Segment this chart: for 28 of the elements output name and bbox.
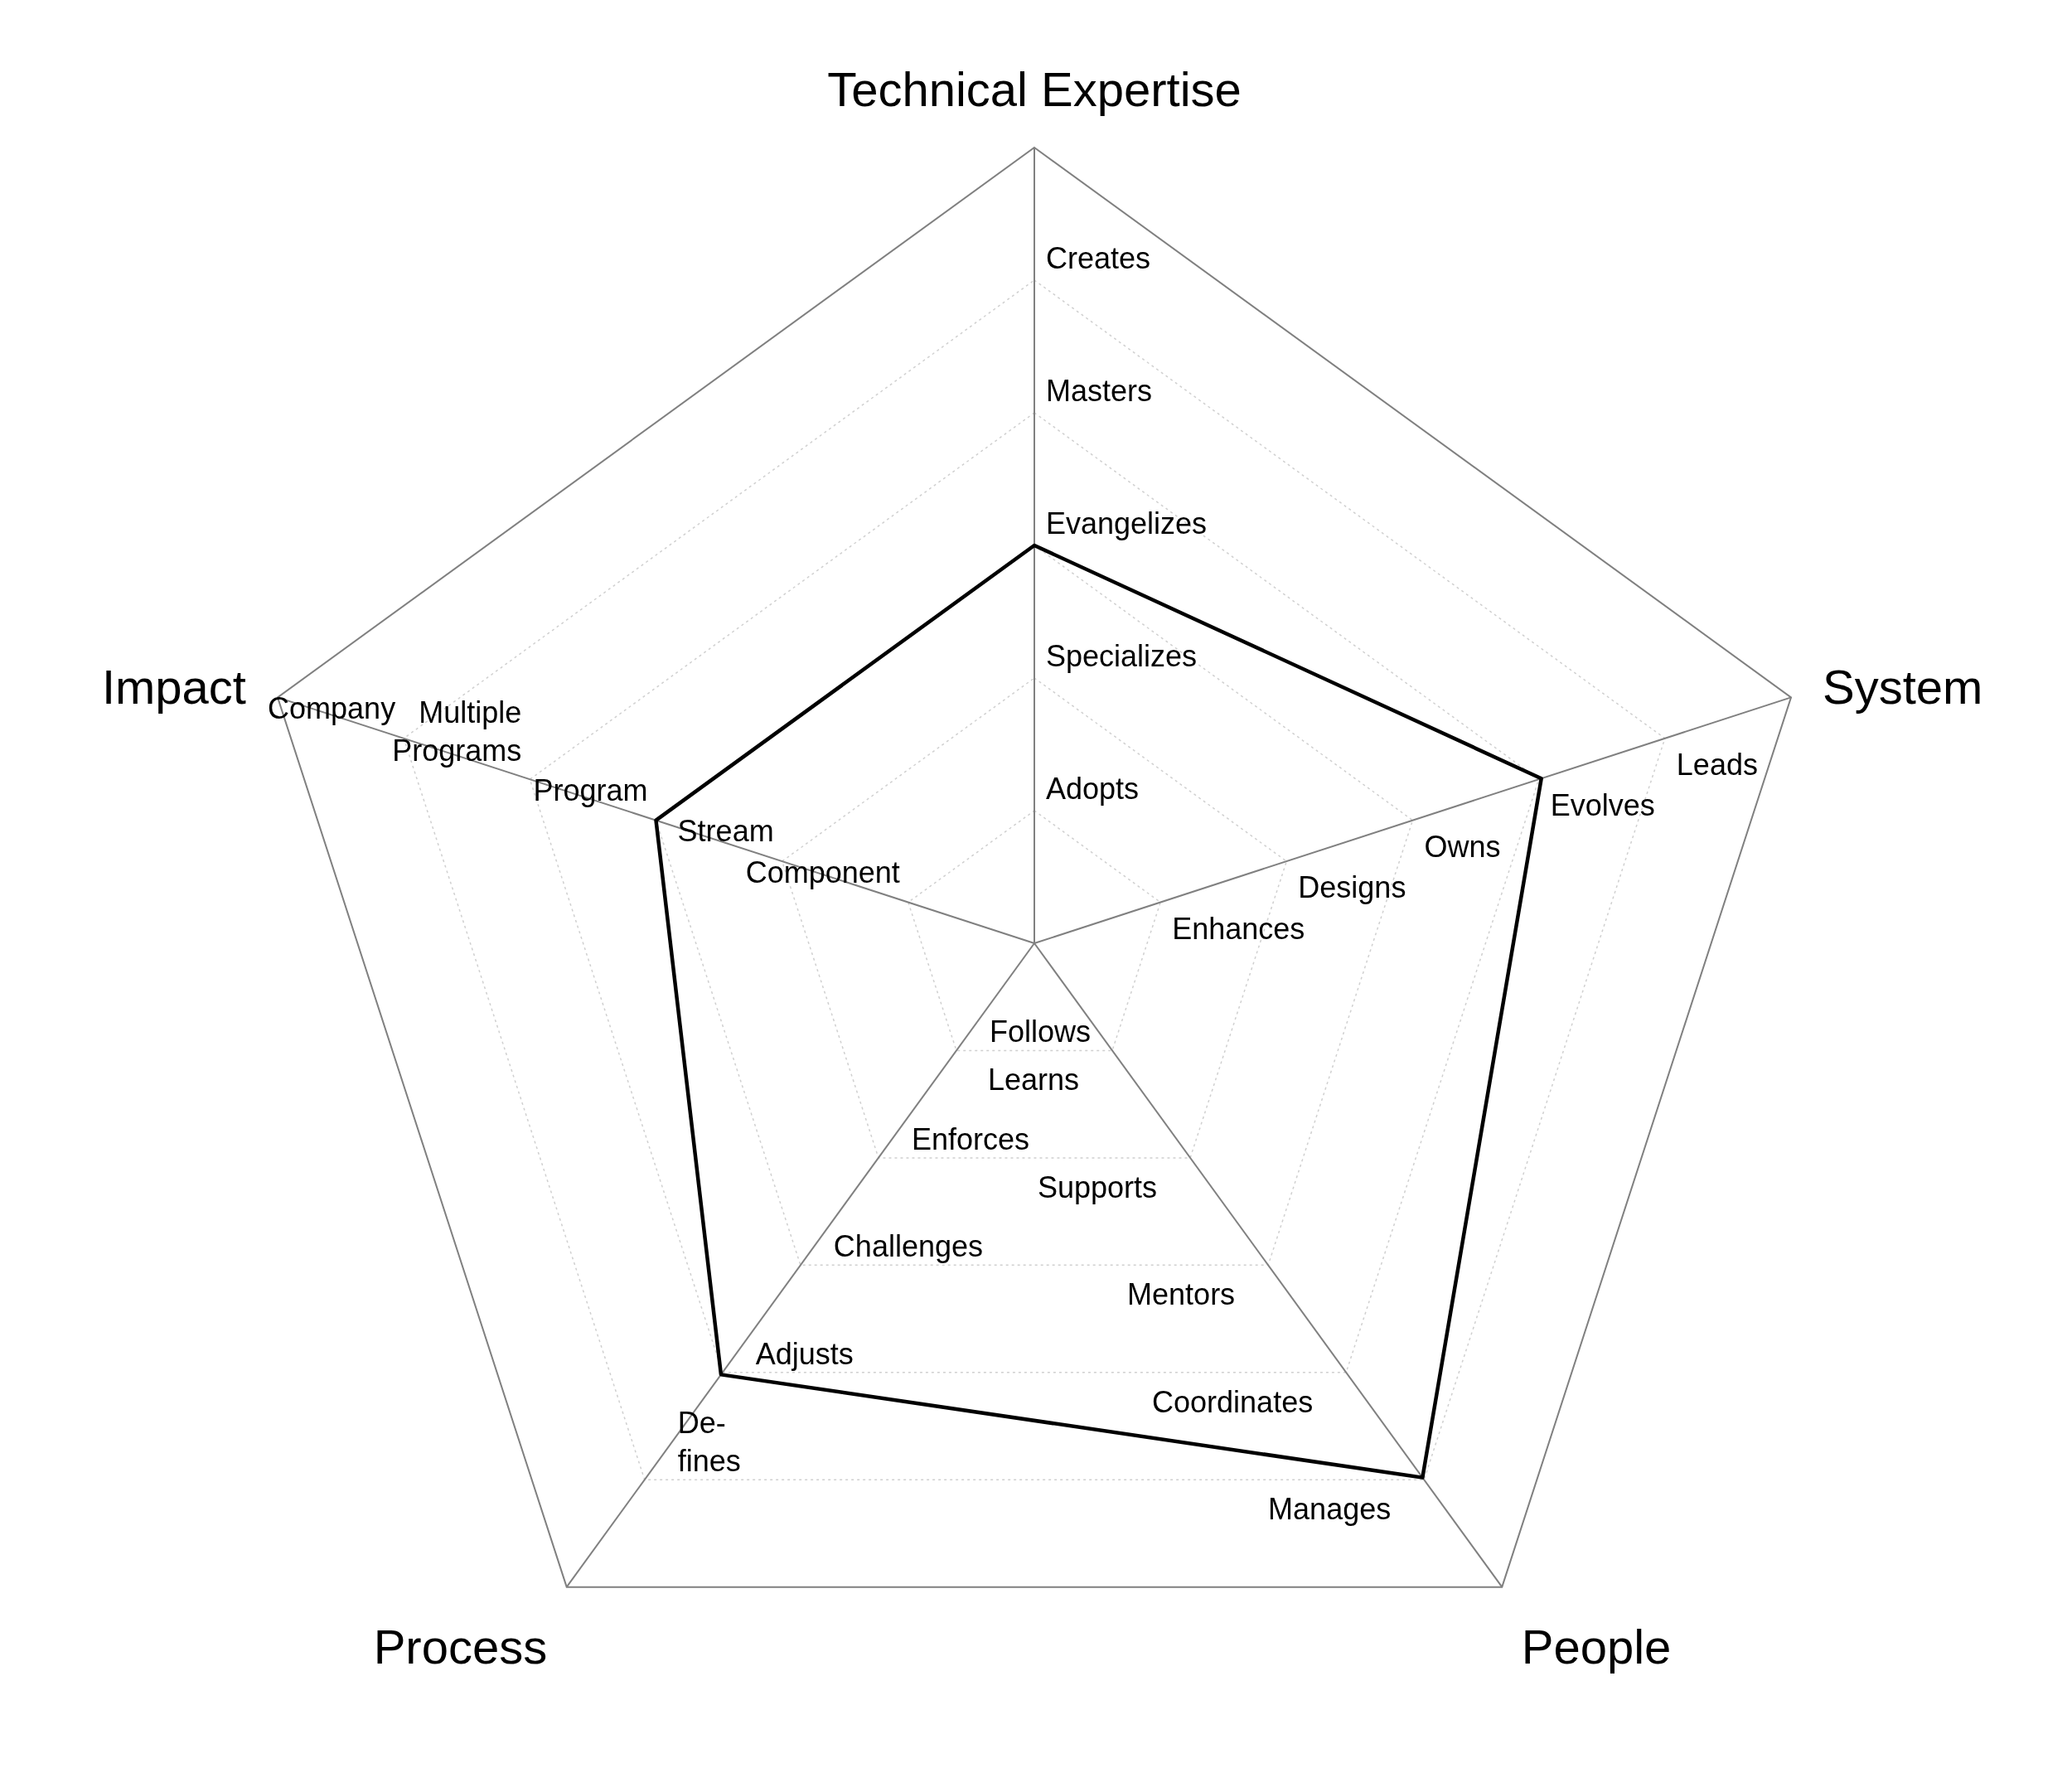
text: Enhances [1172, 911, 1305, 946]
text: Supports [1038, 1170, 1158, 1204]
text: Program [533, 773, 648, 807]
text: Masters [1046, 374, 1153, 408]
spoke-label: Process [373, 1620, 548, 1674]
text: Follows [989, 1015, 1091, 1049]
text: Stream [677, 814, 774, 849]
text: Evangelizes [1046, 506, 1208, 540]
text: Adopts [1046, 772, 1140, 806]
spoke-label: Impact [101, 659, 246, 714]
spoke-label: Technical Expertise [827, 62, 1242, 116]
text: Creates [1046, 241, 1151, 275]
text: De- fines [677, 1406, 741, 1479]
text: Owns [1424, 829, 1501, 864]
text: Manages [1268, 1492, 1392, 1527]
text: Leads [1676, 747, 1758, 782]
text: Learns [987, 1063, 1080, 1097]
text: Challenges [833, 1229, 983, 1264]
text: Designs [1298, 870, 1406, 905]
spoke-label: System [1823, 659, 1983, 714]
text: Component [745, 855, 900, 889]
spoke-label: People [1521, 1620, 1672, 1674]
text: Coordinates [1152, 1384, 1314, 1419]
text: Evolves [1550, 788, 1655, 823]
text: Adjusts [755, 1336, 854, 1371]
text: Mentors [1127, 1277, 1236, 1312]
text: Enforces [911, 1121, 1029, 1156]
text: Specializes [1046, 639, 1198, 673]
